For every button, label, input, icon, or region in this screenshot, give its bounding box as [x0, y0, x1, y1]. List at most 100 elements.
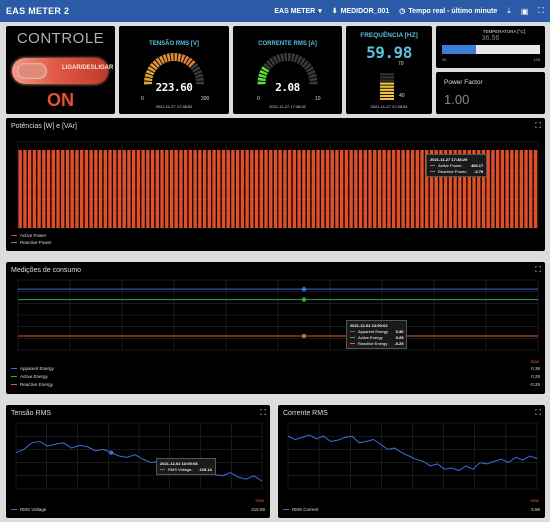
expand-icon[interactable]: ⛶: [260, 408, 266, 417]
legend-swatch: [11, 375, 17, 378]
legend-value: -0.25: [529, 382, 540, 387]
expand-icon[interactable]: ⛶: [535, 408, 541, 417]
active-power-bar: [174, 150, 178, 228]
controle-title: CONTROLE: [16, 30, 105, 47]
tensao-gauge: [144, 53, 204, 85]
legend-swatch: [11, 241, 17, 244]
active-power-bar: [358, 150, 363, 228]
active-power-bar: [443, 150, 448, 228]
power-factor-card: Power Factor 1.00: [436, 72, 545, 114]
active-power-bar: [500, 150, 505, 228]
consumo-point: [301, 297, 307, 302]
tooltip-value: 219.14: [199, 467, 212, 472]
fullscreen-icon[interactable]: ⛶: [538, 6, 544, 15]
tooltip-time: 2021-12-02 13:00:02: [350, 323, 388, 328]
temperatura-title: TEMPERATURA [°C]: [482, 29, 525, 34]
tooltip-swatch: [430, 170, 435, 173]
legend-label: Active Power: [20, 233, 47, 238]
tooltip-value: 466.17: [471, 163, 484, 168]
active-power-bar: [221, 150, 226, 228]
active-power-bar: [240, 150, 245, 228]
time-range-label: Tempo real - último minute: [408, 7, 498, 15]
active-power-bar: [160, 150, 164, 228]
tooltip-row: Apparent Energy 0.36: [350, 329, 403, 334]
expand-icon[interactable]: ⛶: [535, 121, 541, 130]
active-power-bar: [434, 150, 438, 228]
active-power-bar: [27, 150, 32, 228]
gauge-segment: [194, 73, 204, 79]
active-power-bar: [510, 150, 514, 228]
gauge-segment: [309, 81, 318, 85]
temperatura-min: 40: [442, 57, 447, 62]
active-power-bar: [131, 150, 136, 228]
gauge-segment: [166, 53, 171, 62]
tooltip-row: Reactive Energy -0.25: [350, 341, 403, 346]
active-power-bar: [391, 150, 396, 228]
legend-swatch: [11, 234, 17, 237]
switch-knob[interactable]: [17, 63, 47, 79]
tensao-chart-legend: RMS Voltage 218.99: [11, 507, 265, 512]
active-power-bar: [212, 150, 216, 228]
gauge-segment: [195, 81, 204, 85]
active-power-bar: [103, 150, 107, 228]
active-power-bar: [146, 150, 150, 228]
active-power-bar: [42, 150, 46, 228]
tooltip-value: 0.36: [395, 329, 404, 334]
active-power-bar: [122, 150, 126, 228]
tooltip-row: RMS Voltage: 219.14: [160, 467, 212, 472]
active-power-bar: [283, 150, 287, 228]
tooltip-value: -0.25: [394, 341, 404, 346]
tensao-max: 300: [201, 96, 210, 102]
temperatura-card: TEMPERATURA [°C] 36.56 40 125: [436, 26, 545, 68]
tooltip-swatch: [350, 330, 355, 333]
active-power-bar: [46, 150, 51, 228]
gauge-segment: [185, 57, 193, 66]
active-power-bar: [259, 150, 263, 228]
gauge-segment: [272, 55, 279, 64]
legend-swatch: [11, 367, 17, 370]
active-power-bar: [529, 150, 533, 228]
frequencia-bar: [380, 73, 394, 100]
active-power-bar: [179, 150, 183, 228]
legend-value: 218.99: [251, 507, 265, 512]
active-power-bar: [65, 150, 70, 228]
frequency-segment: [380, 91, 394, 94]
active-power-bar: [165, 150, 169, 228]
clock-icon: ◷: [399, 8, 406, 15]
consumo-chart: [17, 279, 539, 351]
gauge-segment: [276, 54, 282, 63]
active-power-bar: [117, 150, 122, 228]
expand-icon[interactable]: ⛶: [535, 265, 541, 274]
time-range-selector[interactable]: ◷ Tempo real - último minute: [399, 7, 498, 16]
active-power-bar: [273, 150, 278, 228]
caret-down-icon: ▾: [318, 8, 322, 15]
gauge-segment: [279, 53, 285, 62]
temperatura-bar-fill: [442, 45, 477, 54]
active-power-bar: [169, 150, 174, 228]
download-icon[interactable]: ⤓: [507, 6, 511, 15]
legend-swatch: [283, 508, 289, 511]
tooltip-swatch: [350, 342, 355, 345]
frequency-segment: [380, 98, 394, 100]
image-icon[interactable]: ▣: [520, 6, 529, 16]
power-switch[interactable]: LIGAR/DESLIGAR: [12, 58, 113, 84]
frequency-segment: [380, 85, 394, 88]
tooltip-row: Active Power: 466.17: [430, 163, 483, 168]
active-power-bar: [458, 150, 462, 228]
tooltip-time: 2021-11-27 17:38:29: [430, 157, 468, 162]
active-power-bar: [155, 150, 159, 228]
gauge-segment: [293, 54, 299, 63]
frequency-segment: [380, 88, 394, 91]
active-power-bar: [108, 150, 112, 228]
tooltip-label: Reactive Energy: [358, 341, 388, 346]
consumo-legend-header: max: [530, 359, 539, 364]
temperatura-bar: [442, 45, 540, 54]
tooltip-label: Active Power:: [438, 163, 463, 168]
device-selector[interactable]: ⬇ MEDIDOR_001: [331, 7, 390, 16]
gauge-segment: [296, 55, 303, 64]
tooltip-swatch: [350, 336, 355, 339]
tooltip-value: 0.25: [395, 335, 404, 340]
active-power-bar: [491, 150, 495, 228]
dashboard-menu[interactable]: EAS METER ▾: [274, 7, 322, 16]
device-icon: ⬇: [331, 8, 338, 15]
